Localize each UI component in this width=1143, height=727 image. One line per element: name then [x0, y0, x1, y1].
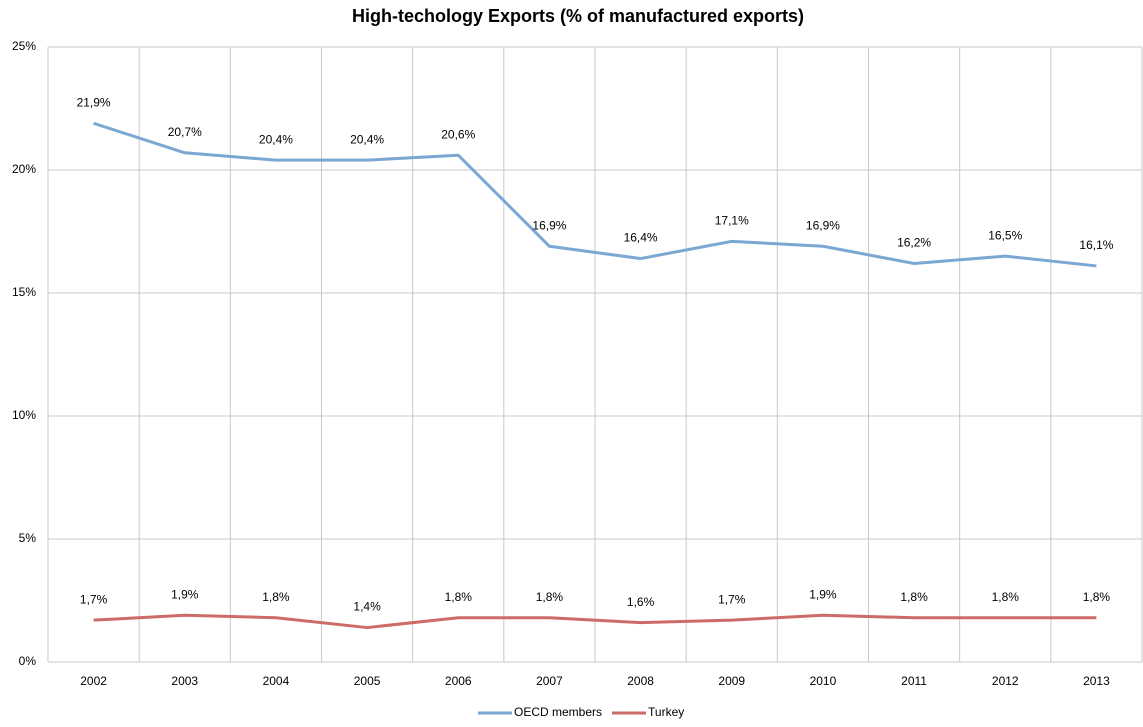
x-tick-label: 2012: [992, 674, 1019, 688]
data-label: 1,8%: [992, 590, 1020, 604]
y-tick-label: 25%: [12, 39, 36, 53]
legend-item: Turkey: [612, 705, 684, 719]
data-label: 1,8%: [536, 590, 564, 604]
data-label: 1,9%: [171, 587, 199, 601]
data-label: 1,9%: [809, 587, 837, 601]
data-label: 1,7%: [80, 592, 108, 606]
data-label: 1,8%: [262, 590, 290, 604]
data-label: 17,1%: [715, 214, 749, 228]
x-tick-label: 2009: [718, 674, 745, 688]
data-label: 1,8%: [1083, 590, 1111, 604]
data-label: 1,7%: [718, 592, 746, 606]
data-label: 1,4%: [353, 600, 381, 614]
data-label: 16,9%: [532, 218, 566, 232]
data-label: 20,6%: [441, 127, 475, 141]
y-tick-label: 15%: [12, 285, 36, 299]
data-label: 16,9%: [806, 218, 840, 232]
data-label: 16,1%: [1079, 238, 1113, 252]
data-label: 16,4%: [624, 231, 658, 245]
series-line: [93, 613, 1097, 630]
x-tick-label: 2003: [171, 674, 198, 688]
x-tick-label: 2002: [80, 674, 107, 688]
legend-label: OECD members: [514, 705, 602, 719]
y-tick-label: 0%: [19, 654, 37, 668]
y-tick-label: 5%: [19, 531, 37, 545]
legend-item: OECD members: [478, 705, 602, 719]
x-tick-label: 2013: [1083, 674, 1110, 688]
data-label: 1,6%: [627, 595, 655, 609]
data-label: 21,9%: [77, 95, 111, 109]
chart-title: High-techology Exports (% of manufacture…: [352, 6, 804, 26]
x-tick-label: 2005: [354, 674, 381, 688]
y-tick-label: 20%: [12, 162, 36, 176]
y-tick-label: 10%: [12, 408, 36, 422]
data-label: 1,8%: [445, 590, 473, 604]
x-tick-label: 2011: [901, 674, 927, 688]
x-tick-label: 2004: [263, 674, 290, 688]
data-label: 16,2%: [897, 236, 931, 250]
data-label: 20,4%: [350, 132, 384, 146]
data-label: 20,4%: [259, 132, 293, 146]
data-label: 20,7%: [168, 125, 202, 139]
x-tick-label: 2007: [536, 674, 563, 688]
series-line: [93, 121, 1097, 268]
x-tick-label: 2006: [445, 674, 472, 688]
legend-label: Turkey: [648, 705, 684, 719]
x-tick-label: 2008: [627, 674, 654, 688]
data-label: 1,8%: [900, 590, 928, 604]
x-tick-label: 2010: [810, 674, 837, 688]
data-label: 16,5%: [988, 228, 1022, 242]
